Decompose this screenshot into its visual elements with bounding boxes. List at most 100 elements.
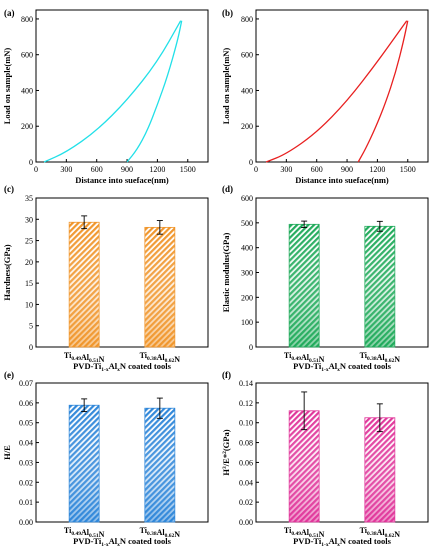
y-tick-label: 400	[21, 86, 33, 95]
y-tick-label: 500	[241, 219, 253, 228]
x-tick-label: 1500	[180, 165, 196, 174]
y-tick-label: 15	[25, 279, 33, 288]
y-tick-label: 800	[241, 15, 253, 24]
x-axis-label: Distance into sueface(nm)	[75, 175, 169, 185]
panel-e: (e) 0.00 0.01 0.02 0.03 0.04 0.05 0.06 0.07 Ti0.4…	[2, 370, 209, 548]
bar-shade	[364, 226, 395, 347]
y-tick-label: 0.08	[239, 439, 253, 448]
loading-curve	[265, 20, 408, 163]
y-tick-label: 600	[241, 51, 253, 60]
x-tick-label: 900	[341, 165, 353, 174]
panel-label: (b)	[222, 8, 233, 18]
category-label: Ti0.38Al0.62N	[360, 351, 401, 364]
x-axis-label: PVD-Ti1-xAlxN coated tools	[293, 361, 391, 373]
y-tick-label: 0.14	[239, 379, 253, 388]
panel-d: (d) 0 100 200 300 400 500 600 Ti0.49Al0.51N Ti0.3…	[221, 184, 429, 373]
y-tick-label: 400	[241, 244, 253, 253]
category-label: Ti0.38Al0.62N	[140, 351, 181, 364]
y-axis-label: Load on sample(mN)	[221, 48, 231, 125]
category-label: Ti0.49Al0.51N	[64, 526, 105, 539]
y-tick-label: 0.06	[239, 458, 253, 467]
panel-label: (f)	[222, 370, 231, 380]
panel-c: (c) 0 5 10 15 20 25 30 35 Ti0.49Al0.51N Ti0.38Al0.…	[2, 184, 209, 373]
panel-label: (c)	[4, 184, 14, 194]
y-tick-label: 0.07	[19, 379, 33, 388]
y-tick-label: 20	[25, 258, 33, 267]
category-label: Ti0.49Al0.51N	[284, 351, 325, 364]
panel-b: (b) 0 200 400 600 800 0 300 600 900 1200 1500 Distan…	[221, 8, 429, 185]
y-tick-label: 0	[249, 158, 253, 167]
y-tick-label: 35	[25, 194, 33, 203]
y-tick-label: 600	[241, 194, 253, 203]
y-axis-label: Elastic modulus(GPa)	[221, 233, 231, 313]
x-tick-label: 0	[254, 165, 258, 174]
y-tick-label: 0.02	[239, 498, 253, 507]
x-axis-label: PVD-Ti1-xAlxN coated tools	[73, 361, 171, 373]
y-tick-label: 25	[25, 237, 33, 246]
x-tick-label: 1200	[149, 165, 165, 174]
y-axis-label: Load on sample(mN)	[2, 48, 12, 125]
y-tick-label: 200	[241, 122, 253, 131]
y-tick-label: 0.04	[239, 478, 253, 487]
y-tick-label: 0	[249, 343, 253, 352]
y-tick-label: 0.10	[239, 419, 253, 428]
y-tick-label: 10	[25, 300, 33, 309]
x-tick-label: 1500	[400, 165, 416, 174]
x-tick-label: 1200	[369, 165, 385, 174]
y-tick-label: 200	[21, 122, 33, 131]
unloading-curve	[126, 20, 183, 163]
x-axis-label: PVD-Ti1-xAlxN coated tools	[293, 536, 391, 548]
y-tick-label: 0.04	[19, 439, 33, 448]
y-tick-label: 5	[29, 322, 33, 331]
x-tick-label: 300	[60, 165, 72, 174]
plot-frame	[35, 197, 209, 348]
x-axis-label: PVD-Ti1-xAlxN coated tools	[73, 536, 171, 548]
y-tick-label: 0.00	[239, 518, 253, 527]
y-tick-label: 0	[29, 158, 33, 167]
bar-shade	[144, 408, 175, 522]
plot-frame	[255, 197, 429, 348]
category-label: Ti0.49Al0.51N	[284, 526, 325, 539]
panel-f: (f) 0.00 0.02 0.04 0.06 0.08 0.10 0.12 0.14 Ti0.4…	[221, 370, 429, 548]
y-tick-label: 100	[241, 318, 253, 327]
y-tick-label: 0.03	[19, 458, 33, 467]
plot-frame	[35, 9, 209, 163]
y-tick-label: 800	[21, 15, 33, 24]
category-label: Ti0.38Al0.62N	[360, 526, 401, 539]
x-tick-label: 0	[34, 165, 38, 174]
panel-a: (a) 0 200 400 600 800 0 300 600 900 1200 1500 Distan…	[2, 8, 209, 185]
bar-shade	[364, 417, 395, 522]
y-tick-label: 0.06	[19, 399, 33, 408]
plot-frame	[35, 382, 209, 523]
y-tick-label: 0.12	[239, 399, 253, 408]
category-label: Ti0.38Al0.62N	[140, 526, 181, 539]
bar-shade	[69, 222, 100, 347]
panel-label: (d)	[222, 184, 233, 194]
y-axis-label: Hardness(GPa)	[2, 244, 12, 300]
category-label: Ti0.49Al0.51N	[64, 351, 105, 364]
bar-shade	[69, 405, 100, 522]
y-tick-label: 0.00	[19, 518, 33, 527]
x-tick-label: 300	[280, 165, 292, 174]
loading-curve	[43, 20, 182, 163]
bar-shade	[144, 227, 175, 347]
plot-frame	[255, 382, 429, 523]
panel-label: (e)	[4, 370, 14, 380]
x-tick-label: 900	[121, 165, 133, 174]
y-axis-label: H/E	[2, 445, 12, 460]
y-tick-label: 0.01	[19, 498, 33, 507]
y-tick-label: 0.02	[19, 478, 33, 487]
panel-label: (a)	[4, 8, 15, 18]
y-axis-label: H3/E*2(GPa)	[221, 429, 231, 475]
y-tick-label: 0	[29, 343, 33, 352]
x-tick-label: 600	[91, 165, 103, 174]
y-tick-label: 400	[241, 86, 253, 95]
y-tick-label: 200	[241, 293, 253, 302]
y-tick-label: 0.05	[19, 419, 33, 428]
y-tick-label: 300	[241, 269, 253, 278]
unloading-curve	[357, 20, 409, 163]
plot-frame	[255, 9, 429, 163]
x-axis-label: Distance into sueface(nm)	[295, 175, 389, 185]
x-tick-label: 600	[311, 165, 323, 174]
